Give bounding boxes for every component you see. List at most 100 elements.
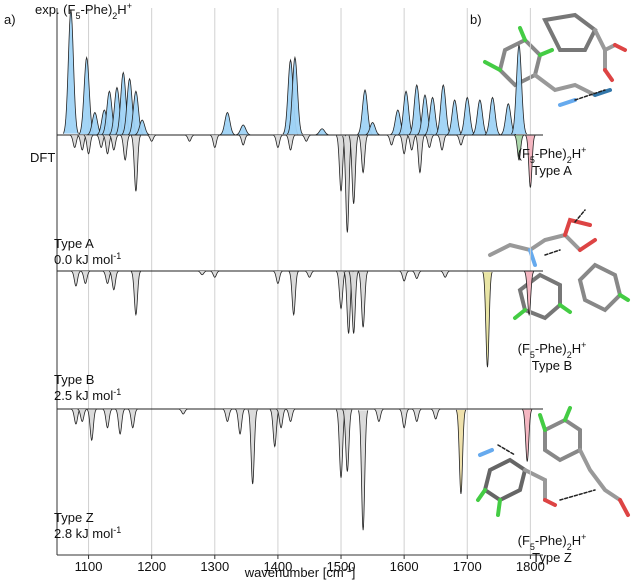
- peak: [78, 409, 87, 421]
- peak: [273, 271, 282, 283]
- peak: [131, 271, 140, 314]
- peak: [131, 136, 140, 192]
- peak: [511, 45, 526, 134]
- label-part: -Phe): [535, 533, 567, 548]
- label-part: H: [572, 146, 581, 161]
- peak: [147, 135, 156, 141]
- label-part: -1: [113, 251, 121, 261]
- label-part: +: [581, 340, 586, 350]
- peak: [399, 135, 408, 154]
- label-part: +: [581, 145, 586, 155]
- peak: [437, 135, 446, 150]
- peak: [456, 135, 465, 145]
- label: Type B: [54, 372, 94, 387]
- label-part: (F: [518, 533, 530, 548]
- peak: [103, 409, 112, 428]
- label-part: DFT: [30, 150, 55, 165]
- peak: [210, 135, 219, 147]
- label: (F5-Phe)2H+: [518, 340, 587, 360]
- peak: [343, 410, 352, 472]
- peak: [109, 135, 118, 150]
- peak: [220, 113, 235, 135]
- x-tick-label: 1300: [200, 559, 229, 574]
- x-tick-label: 1600: [390, 559, 419, 574]
- peak: [399, 271, 408, 281]
- peak: [415, 135, 424, 172]
- peak: [399, 409, 408, 428]
- label-part: -1: [344, 564, 352, 574]
- peak: [71, 271, 80, 286]
- peak: [235, 409, 244, 434]
- label: Type A: [54, 236, 94, 251]
- peak: [210, 271, 219, 277]
- label-part: -Phe): [535, 146, 567, 161]
- peak: [273, 135, 282, 147]
- label: DFT: [30, 150, 55, 165]
- label-part: -1: [113, 525, 121, 535]
- label-part: (F: [518, 146, 530, 161]
- x-tick-label: 1100: [75, 559, 103, 574]
- label-part: Type B: [54, 372, 94, 387]
- peak: [236, 125, 251, 135]
- label: wavenumber [cm-1]: [244, 564, 356, 580]
- peak: [238, 135, 247, 145]
- peak: [179, 409, 188, 414]
- peak: [84, 135, 93, 154]
- label: 2.5 kJ mol-1: [54, 387, 121, 403]
- label-part: (F: [518, 341, 530, 356]
- molecule-a: [485, 15, 625, 105]
- label-part: -Phe): [80, 2, 112, 17]
- peak: [223, 409, 232, 421]
- label: exp. (F5-Phe)2H+: [35, 1, 132, 21]
- peak: [305, 271, 314, 277]
- structure-type: Type Z: [532, 550, 572, 565]
- peak: [286, 409, 295, 421]
- label-part: 2.8 kJ mol: [54, 526, 113, 541]
- label-part: wavenumber [cm: [244, 565, 344, 580]
- x-tick-label: 1200: [137, 559, 166, 574]
- peak: [315, 129, 330, 135]
- peak: [120, 135, 129, 160]
- peak: [412, 271, 421, 278]
- panel-label: b): [470, 12, 482, 27]
- peak: [115, 409, 124, 434]
- peak: [374, 409, 383, 421]
- peak: [425, 135, 434, 147]
- peak: [70, 135, 79, 147]
- molecule-z: [478, 408, 628, 515]
- peak: [336, 271, 345, 308]
- peak: [358, 410, 367, 530]
- label: (F5-Phe)2H+: [518, 532, 587, 552]
- peak: [349, 136, 358, 204]
- peak: [248, 410, 257, 484]
- peak: [289, 271, 298, 314]
- peak: [63, 10, 78, 134]
- label-part: Type A: [54, 236, 94, 251]
- panel-label: a): [4, 12, 16, 27]
- peak: [387, 135, 396, 145]
- peak: [286, 135, 295, 150]
- peak: [436, 85, 451, 134]
- peak: [358, 272, 367, 328]
- label: (F5-Phe)2H+: [518, 145, 587, 165]
- peak: [440, 271, 449, 277]
- peak: [483, 272, 492, 367]
- label-part: H: [572, 341, 581, 356]
- figure: a) b) 11001200130014001500160017001800wa…: [0, 0, 633, 583]
- structure-type: Type B: [532, 358, 572, 373]
- peak: [485, 98, 500, 135]
- label-part: 2.5 kJ mol: [54, 388, 113, 403]
- peak: [197, 271, 206, 275]
- label-part: H: [117, 2, 126, 17]
- label: 0.0 kJ mol-1: [54, 251, 121, 267]
- label-part: +: [127, 1, 132, 11]
- peak: [447, 100, 462, 135]
- label-part: 0.0 kJ mol: [54, 252, 113, 267]
- label-part: +: [581, 532, 586, 542]
- molecule-b: [490, 210, 628, 318]
- peak: [358, 135, 367, 172]
- label-part: H: [572, 533, 581, 548]
- peak: [412, 409, 421, 421]
- structure-type: Type A: [532, 163, 572, 178]
- peak: [472, 100, 487, 135]
